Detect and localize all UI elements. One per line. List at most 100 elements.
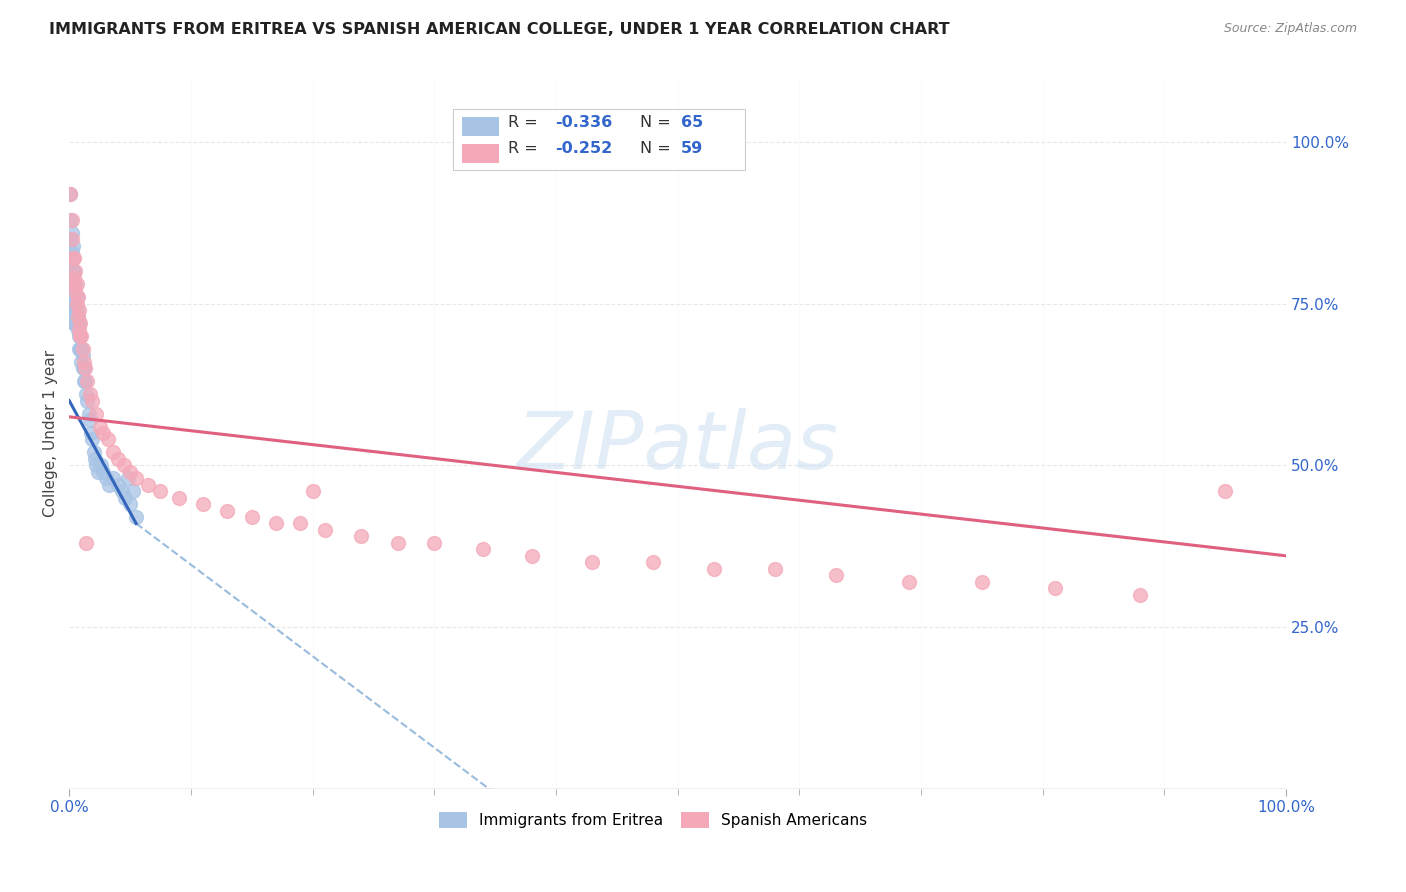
Point [79, 387, 101, 401]
Point [70, 342, 93, 356]
Point [97, 433, 120, 447]
Text: ZIPatlas: ZIPatlas [516, 409, 838, 486]
Point [84, 458, 107, 473]
Point [290, 516, 312, 531]
Text: N =: N = [640, 141, 676, 156]
Point [65, 303, 87, 318]
Point [101, 471, 124, 485]
Point [98, 477, 121, 491]
Point [72, 361, 94, 376]
Point [65, 277, 87, 292]
Text: IMMIGRANTS FROM ERITREA VS SPANISH AMERICAN COLLEGE, UNDER 1 YEAR CORRELATION CH: IMMIGRANTS FROM ERITREA VS SPANISH AMERI… [49, 22, 950, 37]
Point [63, 252, 86, 266]
Point [62, 238, 84, 252]
Point [66, 290, 89, 304]
Point [76, 374, 98, 388]
Point [581, 555, 603, 569]
Text: Source: ZipAtlas.com: Source: ZipAtlas.com [1223, 22, 1357, 36]
Point [63, 290, 86, 304]
Point [59, 186, 82, 201]
Text: 59: 59 [682, 141, 703, 156]
Point [66, 310, 89, 324]
FancyBboxPatch shape [463, 117, 499, 136]
Point [65, 316, 87, 330]
Point [63, 277, 86, 292]
Point [75, 536, 97, 550]
Point [1213, 484, 1236, 499]
Point [897, 574, 920, 589]
Point [91, 425, 114, 440]
Point [60, 212, 83, 227]
Point [72, 342, 94, 356]
Point [67, 342, 90, 356]
Point [73, 374, 96, 388]
Point [67, 329, 90, 343]
Point [62, 303, 84, 318]
Point [89, 419, 111, 434]
Point [970, 574, 993, 589]
Point [65, 303, 87, 318]
Point [520, 549, 543, 563]
Point [107, 451, 129, 466]
Point [264, 516, 287, 531]
Point [73, 355, 96, 369]
Point [60, 277, 83, 292]
Point [59, 186, 82, 201]
Point [70, 355, 93, 369]
Point [703, 562, 725, 576]
Point [65, 277, 87, 292]
Point [62, 290, 84, 304]
Point [91, 465, 114, 479]
Point [83, 451, 105, 466]
Point [80, 425, 103, 440]
Point [65, 264, 87, 278]
Point [101, 445, 124, 459]
Point [73, 361, 96, 376]
Text: R =: R = [509, 115, 543, 129]
Point [136, 477, 159, 491]
Text: -0.336: -0.336 [555, 115, 612, 129]
Point [62, 252, 84, 266]
Point [69, 329, 91, 343]
Point [60, 232, 83, 246]
Point [121, 484, 143, 499]
Point [60, 303, 83, 318]
Point [387, 536, 409, 550]
Point [65, 316, 87, 330]
Point [114, 491, 136, 505]
Point [82, 433, 104, 447]
Point [59, 212, 82, 227]
Point [62, 316, 84, 330]
Point [69, 342, 91, 356]
Text: N =: N = [640, 115, 676, 129]
Point [62, 277, 84, 292]
Point [90, 458, 112, 473]
Point [87, 465, 110, 479]
Point [65, 296, 87, 310]
Point [63, 303, 86, 318]
Point [314, 523, 336, 537]
Point [76, 393, 98, 408]
Point [67, 322, 90, 336]
Point [94, 471, 117, 485]
Point [1043, 581, 1066, 595]
Point [65, 290, 87, 304]
Point [471, 542, 494, 557]
Point [120, 497, 142, 511]
Point [62, 252, 84, 266]
Point [69, 329, 91, 343]
Point [763, 562, 786, 576]
Point [350, 529, 373, 543]
Point [83, 445, 105, 459]
Point [301, 484, 323, 499]
Point [67, 303, 90, 318]
Point [77, 407, 100, 421]
Point [824, 568, 846, 582]
Point [65, 290, 87, 304]
Point [59, 232, 82, 246]
Point [191, 497, 214, 511]
Point [73, 374, 96, 388]
Point [65, 284, 87, 298]
Point [60, 290, 83, 304]
Point [70, 329, 93, 343]
